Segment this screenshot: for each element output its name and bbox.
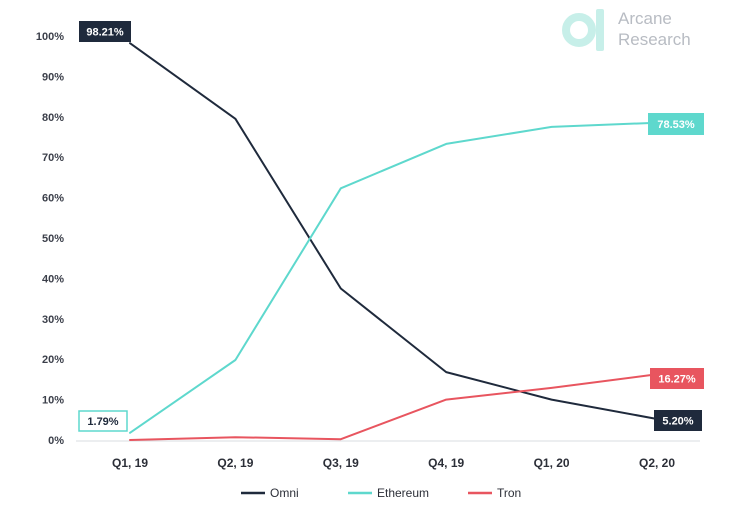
callout-label: 98.21% <box>86 27 124 39</box>
data-callouts: 98.21% 1.79% 78.53% 16.27% 5.20% <box>78 21 704 432</box>
y-tick-label: 90% <box>42 71 64 83</box>
y-tick-label: 30% <box>42 314 64 326</box>
legend: Omni Ethereum Tron <box>241 486 521 500</box>
callout-tron-5: 16.27% <box>650 368 704 389</box>
callout-label: 1.79% <box>87 416 118 428</box>
legend-label: Omni <box>270 486 299 500</box>
y-tick-label: 10% <box>42 395 64 407</box>
callout-box <box>78 410 128 432</box>
callout-ethereum-0: 1.79% <box>78 410 128 432</box>
series-lines <box>129 42 658 441</box>
legend-label: Ethereum <box>377 486 429 500</box>
x-tick-label: Q2, 20 <box>639 456 675 470</box>
y-tick-label: 100% <box>36 31 64 43</box>
series-line-omni <box>129 42 658 420</box>
y-tick-label: 60% <box>42 193 64 205</box>
x-tick-label: Q3, 19 <box>323 456 359 470</box>
callout-box <box>648 113 704 135</box>
callout-box <box>79 21 131 42</box>
callout-box <box>654 410 702 431</box>
logo-text-line2: Research <box>618 30 691 49</box>
x-tick-label: Q1, 19 <box>112 456 148 470</box>
y-tick-label: 40% <box>42 273 64 285</box>
x-tick-label: Q1, 20 <box>534 456 570 470</box>
y-tick-label: 20% <box>42 354 64 366</box>
callout-omni-5: 5.20% <box>654 410 702 431</box>
callout-omni-0: 98.21% <box>79 21 131 42</box>
logo-text-line1: Arcane <box>618 9 672 28</box>
callout-ethereum-5: 78.53% <box>648 113 704 135</box>
legend-item-tron: Tron <box>468 486 521 500</box>
y-tick-label: 0% <box>48 435 64 447</box>
y-tick-label: 80% <box>42 112 64 124</box>
y-axis: 0% 10% 20% 30% 40% 50% 60% 70% 80% 90% 100% <box>36 31 64 447</box>
callout-label: 16.27% <box>658 374 696 386</box>
legend-label: Tron <box>497 486 521 500</box>
callout-box <box>650 368 704 389</box>
x-axis: Q1, 19 Q2, 19 Q3, 19 Q4, 19 Q1, 20 Q2, 20 <box>76 440 700 470</box>
y-tick-label: 70% <box>42 152 64 164</box>
series-line-ethereum <box>129 121 658 434</box>
arcane-research-logo: Arcane Research <box>562 9 691 51</box>
legend-item-omni: Omni <box>241 486 299 500</box>
series-line-tron <box>129 373 658 441</box>
callout-label: 5.20% <box>662 416 693 428</box>
callout-label: 78.53% <box>657 119 695 131</box>
x-tick-label: Q2, 19 <box>217 456 253 470</box>
legend-item-ethereum: Ethereum <box>348 486 429 500</box>
x-tick-label: Q4, 19 <box>428 456 464 470</box>
arcane-logo-mark-icon <box>562 9 604 51</box>
y-tick-label: 50% <box>42 233 64 245</box>
